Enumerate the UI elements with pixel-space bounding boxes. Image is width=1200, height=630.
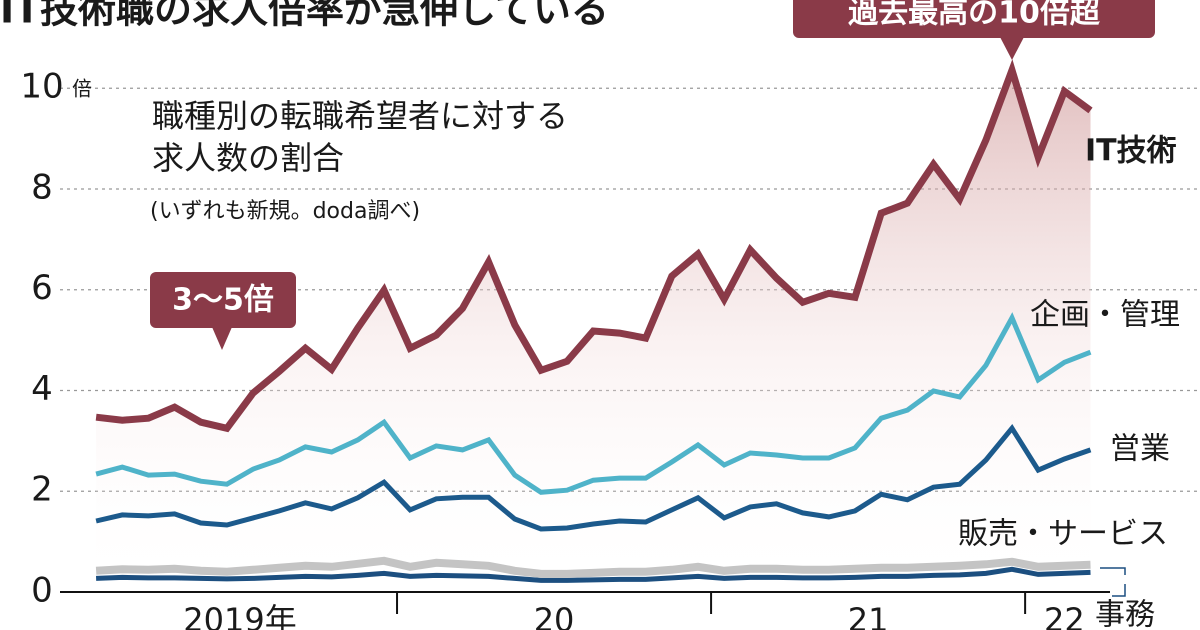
callout-text: 過去最高の10倍超	[848, 0, 1101, 31]
x-tick-label: 20	[534, 601, 575, 630]
x-tick-label: 2019年	[183, 601, 296, 630]
callout-box	[793, 0, 1155, 38]
callout: 3～5倍	[150, 272, 296, 350]
y-tick-label: 4	[31, 369, 53, 409]
series-line	[95, 312, 1092, 495]
series-label: 営業	[1110, 432, 1170, 467]
series-line	[95, 556, 1091, 578]
callout-pointer	[1000, 37, 1024, 60]
callout-pointer	[212, 327, 232, 350]
callout-box	[150, 272, 296, 328]
series-line	[95, 424, 1092, 532]
label-leader	[1112, 584, 1126, 597]
series-label: 販売・サービス	[958, 517, 1168, 552]
series-label: IT技術	[1085, 134, 1177, 169]
y-tick-label: 0	[31, 571, 53, 611]
y-unit: 倍	[72, 77, 92, 101]
subtitle: 職種別の転職希望者に対する	[152, 97, 568, 135]
subtitle: 求人数の割合	[152, 139, 344, 177]
y-tick-label: 2	[31, 470, 53, 510]
callout: 過去最高の10倍超	[793, 0, 1155, 60]
x-tick-label: 22	[1044, 601, 1085, 630]
note: (いずれも新規。doda調べ)	[150, 199, 420, 224]
series-label: 企画・管理	[1030, 298, 1180, 333]
label-leader	[1100, 567, 1126, 575]
series-line	[96, 566, 1091, 583]
series-label: 事務	[1095, 598, 1155, 630]
y-tick-label: 8	[31, 167, 53, 207]
y-tick-label: 10	[20, 67, 63, 107]
y-tick-label: 6	[31, 268, 53, 308]
x-tick-label: 21	[848, 601, 889, 630]
series-line	[95, 59, 1093, 433]
chart-title: IT技術職の求人倍率が急伸している	[0, 0, 609, 32]
callout-text: 3～5倍	[172, 283, 274, 318]
